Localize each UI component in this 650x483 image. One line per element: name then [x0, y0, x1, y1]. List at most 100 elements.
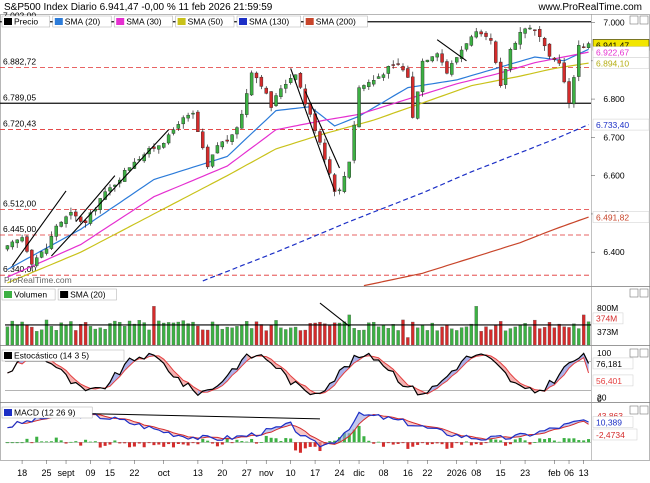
candle-body [215, 145, 220, 154]
volume-bar [352, 328, 356, 346]
macd-histogram-bar [259, 442, 263, 443]
price-value-badge [592, 57, 650, 69]
volume-bar [552, 327, 557, 346]
volume-bar [171, 322, 176, 346]
candle-body [323, 142, 327, 160]
macd-histogram-bar [582, 440, 586, 443]
macd-histogram-bar [74, 441, 78, 443]
volume-bar [557, 323, 561, 346]
macd-histogram-bar [435, 442, 439, 444]
macd-histogram-bar [152, 442, 156, 446]
stoch-fill [505, 367, 511, 382]
volume-bar [538, 328, 542, 346]
volume-bar [15, 325, 19, 346]
volume-bar [240, 324, 244, 346]
macd-histogram-bar [381, 442, 385, 447]
stoch-fill [290, 375, 296, 385]
candle-body [489, 38, 493, 41]
macd-histogram-bar [547, 438, 552, 443]
x-tick-label: 13 [579, 468, 589, 478]
macd-histogram-bar [386, 442, 390, 444]
candle-body [332, 174, 337, 192]
macd-histogram-bar [93, 441, 97, 443]
price-tick-label: 6.800 [603, 94, 625, 104]
candle-body [386, 66, 391, 74]
volume-bar [450, 328, 454, 346]
macd-histogram-bar [44, 441, 49, 443]
legend-label-price: SMA (130) [249, 17, 289, 27]
stoch-fill [241, 354, 247, 366]
macd-tick-label: 43,863 [597, 411, 623, 421]
stoch-fill [222, 375, 228, 386]
candle-body [523, 28, 527, 34]
brand-link[interactable]: www.ProRealTime.com [538, 2, 642, 13]
price-tick-label: 6.400 [603, 247, 625, 257]
macd-histogram-bar [518, 437, 522, 443]
legend-box [57, 288, 117, 301]
volume-bar [298, 330, 303, 346]
macd-histogram-bar [142, 442, 146, 448]
candle-body [435, 53, 439, 58]
stoch-fill [510, 374, 516, 383]
macd-histogram-bar [40, 441, 44, 443]
volume-bar [220, 328, 224, 346]
candle-body [54, 225, 58, 237]
macd-histogram-bar [484, 442, 488, 444]
macd-histogram-bar [123, 442, 127, 444]
volume-bar [93, 328, 98, 346]
volume-bar [79, 324, 83, 346]
reference-level-label: 6.882,72 [3, 56, 36, 66]
candle-body [269, 91, 273, 108]
volume-bar [166, 322, 171, 346]
candle-body [528, 27, 532, 30]
volume-bar [245, 321, 249, 346]
macd-fill [271, 426, 277, 433]
trend-line [304, 91, 341, 169]
candle-body [298, 72, 303, 88]
candle-body [367, 82, 371, 87]
macd-histogram-bar [557, 441, 561, 443]
macd-histogram-bar [54, 437, 58, 443]
candle-body [108, 187, 112, 192]
candle-body [567, 81, 571, 104]
candle-body [508, 48, 513, 70]
macd-fill [310, 435, 316, 441]
volume-bar [332, 322, 337, 346]
macd-histogram-bar [464, 441, 468, 443]
candle-body [518, 32, 522, 45]
macd-hist-value: -2,4734 [596, 430, 625, 440]
candle-body [240, 113, 244, 129]
trend-line [290, 68, 336, 192]
candle-body [15, 239, 19, 244]
volume-bar [88, 326, 93, 346]
macd-histogram-bar [274, 438, 278, 443]
volume-bar [103, 328, 107, 346]
macd-histogram-bar [391, 442, 395, 445]
x-tick-label: oct [158, 468, 171, 478]
candle-body [440, 53, 444, 63]
macd-histogram-bar [294, 442, 298, 451]
stoch-fill [564, 362, 570, 375]
panel-control-icon [629, 15, 639, 25]
sma-line-130 [202, 124, 589, 282]
chart-frame [0, 14, 650, 461]
macd-histogram-bar [474, 442, 478, 445]
candle-body [577, 45, 581, 77]
macd-histogram-bar [98, 442, 102, 448]
macd-histogram-bar [171, 442, 175, 448]
stoch-d-badge [592, 374, 634, 387]
x-tick-label: 10 [286, 468, 296, 478]
macd-histogram-bar [35, 436, 39, 443]
macd-histogram-bar [411, 442, 415, 447]
legend-swatch [305, 18, 314, 25]
macd-value-badge [592, 416, 634, 428]
trend-line [11, 190, 67, 266]
macd-histogram-bar [298, 442, 302, 453]
volume-bar [269, 324, 273, 346]
volume-bar [469, 323, 474, 346]
stoch-fill [500, 362, 506, 373]
volume-bar [562, 326, 566, 346]
volume-bar [308, 323, 312, 346]
candle-body [196, 111, 200, 133]
